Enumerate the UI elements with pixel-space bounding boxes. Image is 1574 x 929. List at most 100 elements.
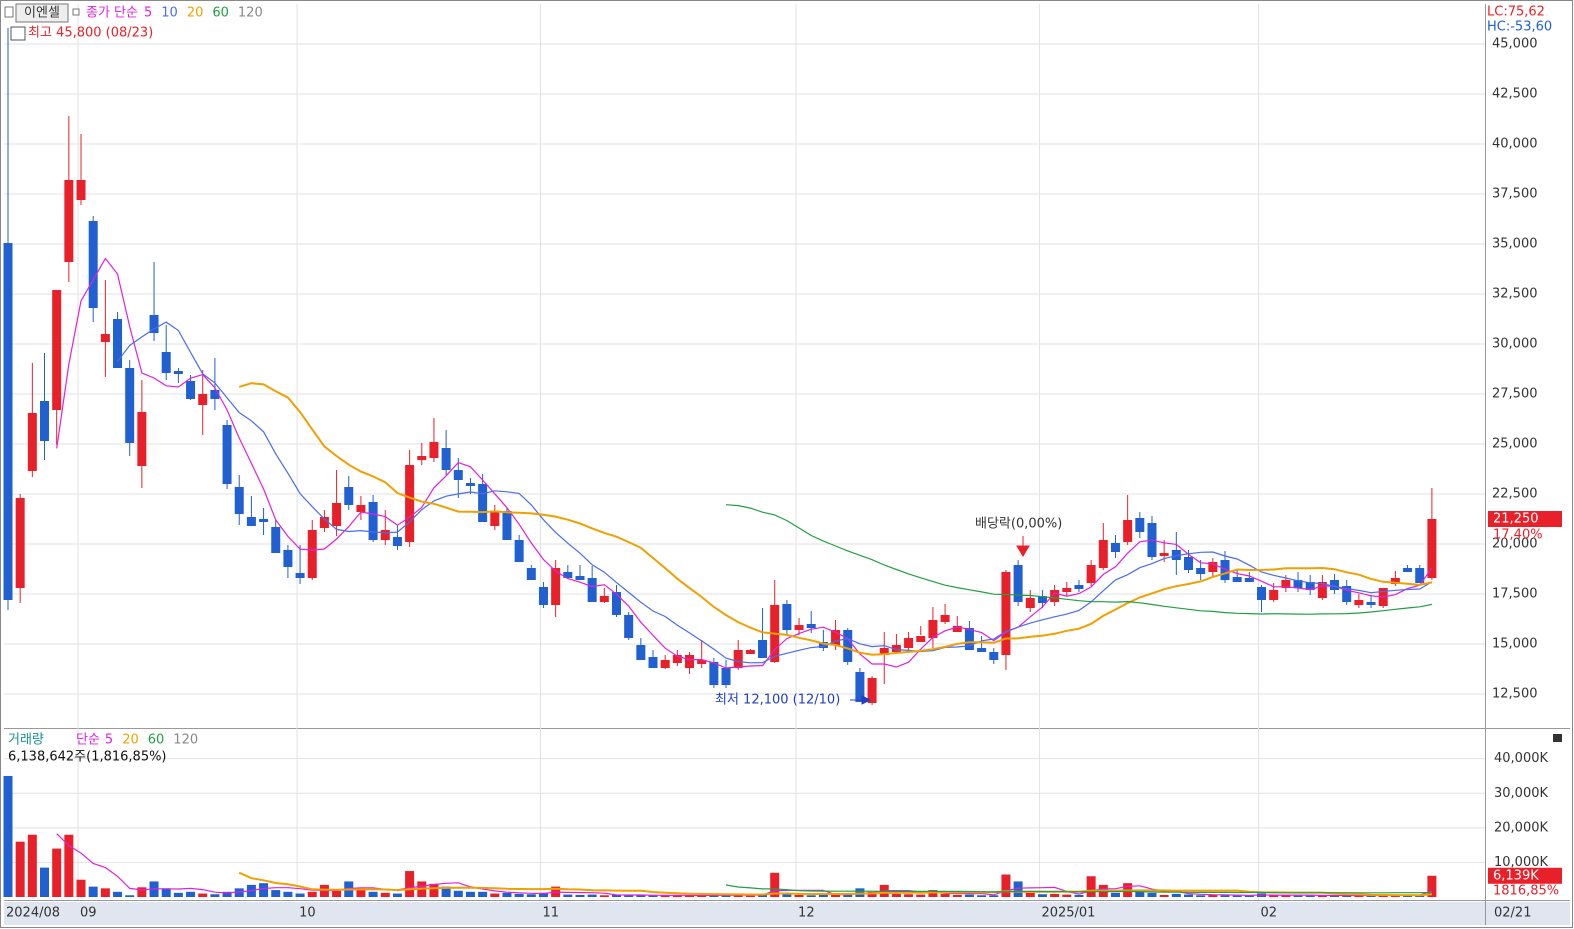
- y-tick-label: 37,500: [1492, 187, 1538, 202]
- hc: HC:-53,60: [1487, 20, 1552, 35]
- volume-bar: [636, 894, 646, 897]
- icon: [10, 26, 26, 41]
- volume-bar: [161, 888, 171, 897]
- volume-bar: [405, 871, 415, 897]
- candle-body: [587, 578, 597, 602]
- candle-body: [198, 394, 208, 405]
- volume-bar: [514, 893, 524, 897]
- candle-body: [332, 503, 342, 526]
- x-tick-label: 09: [80, 906, 97, 921]
- candle-body: [1220, 560, 1230, 580]
- volume-bar: [940, 893, 950, 897]
- legend-entry: 5: [144, 6, 152, 21]
- candle-body: [867, 678, 877, 703]
- volume-bar: [538, 892, 548, 897]
- candle-body: [1403, 568, 1413, 572]
- candle-body: [1074, 585, 1084, 589]
- volume-bar: [697, 895, 707, 897]
- volume-bar: [100, 888, 110, 897]
- volume-bar: [989, 895, 999, 897]
- candle-body: [40, 401, 50, 441]
- end-date: 02/21: [1494, 906, 1531, 921]
- candle-body: [1050, 590, 1060, 602]
- last-volume-ratio: 1816,85%: [1493, 883, 1559, 898]
- candle-body: [794, 625, 804, 630]
- volume-bar: [624, 895, 634, 897]
- candle-body: [283, 550, 293, 567]
- candle-body: [697, 660, 707, 664]
- stock-box: [15, 3, 69, 23]
- candle-body: [1135, 518, 1145, 532]
- volume-bar: [672, 895, 682, 897]
- icon: [72, 8, 80, 16]
- volume-bar: [429, 883, 439, 897]
- last-change: 17,40%: [1493, 528, 1543, 543]
- volume-bar: [782, 893, 792, 897]
- candle-body: [319, 517, 329, 528]
- candle-body: [1208, 562, 1218, 572]
- candle-body: [977, 648, 987, 652]
- volume-bar: [453, 890, 463, 897]
- ma-line: [725, 884, 1432, 894]
- volume-bar: [27, 834, 37, 897]
- volume-bar: [137, 887, 147, 897]
- y-tick-label: 15,000: [1492, 637, 1538, 652]
- volume-bar: [928, 890, 938, 897]
- volume-bar: [113, 891, 123, 897]
- candle-body: [453, 470, 463, 480]
- candle-body: [186, 381, 196, 399]
- legend-entry: 120: [173, 733, 198, 748]
- candle-body: [1232, 577, 1242, 582]
- candle-body: [745, 650, 755, 654]
- candle-body: [964, 628, 974, 650]
- volume-bar: [502, 892, 512, 897]
- lc: LC:75,62: [1487, 5, 1545, 20]
- candle-body: [940, 615, 950, 622]
- volume-bar: [1208, 894, 1218, 897]
- volume-bar: [186, 891, 196, 897]
- volume-title: 거래량: [8, 733, 44, 748]
- candle-body: [113, 319, 123, 368]
- candle-body: [405, 465, 415, 542]
- candle-body: [904, 638, 914, 648]
- candle-body: [1427, 519, 1437, 578]
- legend-entry: 20: [187, 6, 204, 21]
- candle-body: [538, 587, 548, 605]
- candle-body: [259, 519, 269, 522]
- candle-body: [1342, 586, 1352, 602]
- volume-bar: [1244, 895, 1254, 897]
- candle-body: [782, 604, 792, 630]
- candle-body: [514, 540, 524, 562]
- y-tick-label: 35,000: [1492, 237, 1538, 252]
- volume-bar: [916, 894, 926, 897]
- volume-bar: [733, 894, 743, 897]
- y-tick-label: 22,500: [1492, 487, 1538, 502]
- volume-bar: [356, 890, 366, 897]
- x-tick-label: 12: [798, 906, 815, 921]
- candle-body: [356, 505, 366, 512]
- candle-body: [368, 502, 378, 540]
- volume-bar: [198, 893, 208, 897]
- candle-body: [429, 442, 439, 458]
- candle-body: [161, 352, 171, 373]
- candle-body: [879, 648, 889, 655]
- candle-body: [64, 180, 74, 262]
- ma-line: [56, 257, 1433, 669]
- volume-bar: [210, 894, 220, 897]
- candle-body: [1257, 587, 1267, 600]
- candle-body: [1025, 598, 1035, 608]
- candle-body: [88, 221, 98, 308]
- volume-bar: [1366, 895, 1376, 897]
- volume-bar: [964, 894, 974, 897]
- candle-body: [624, 615, 634, 638]
- last-price: 21,250: [1493, 512, 1539, 527]
- candle-body: [490, 511, 500, 526]
- candle-body: [478, 484, 488, 522]
- low-arrow: [850, 695, 872, 705]
- x-axis-strip: [4, 902, 1485, 925]
- volume-bar: [76, 879, 86, 897]
- volume-bar: [88, 886, 98, 897]
- candle-body: [709, 662, 719, 685]
